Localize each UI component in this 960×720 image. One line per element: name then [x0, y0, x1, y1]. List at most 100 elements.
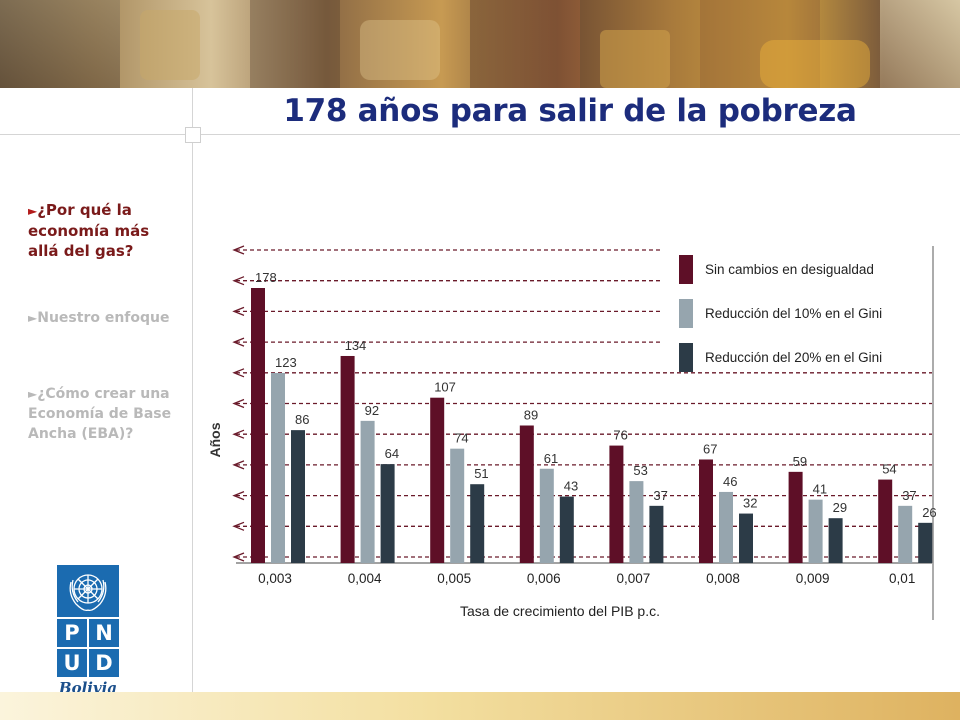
guide-arrow-icon: [232, 398, 245, 409]
logo-letter: D: [89, 649, 119, 677]
un-emblem-icon: [57, 565, 119, 617]
pnud-logo: P N U D Bolivia: [57, 565, 119, 697]
nav-arrow-icon: ►: [28, 204, 38, 218]
bar-value-label: 107: [434, 380, 456, 395]
bar-value-label: 46: [723, 474, 737, 489]
guide-arrow-icon: [232, 460, 245, 470]
bar-value-label: 59: [793, 454, 807, 469]
y-axis-label: Años: [207, 422, 223, 457]
value-labels-group: 178 123 86 134 92 64 107 74 51 89 61 43 76 53 37 67 46 32…: [255, 270, 937, 520]
x-tick-label: 0,003: [258, 571, 292, 586]
nav-item-por-que[interactable]: ►¿Por qué la economía más allá del gas?: [28, 200, 178, 261]
bar-value-label: 86: [295, 412, 309, 427]
sidebar-divider: [192, 88, 193, 692]
bar-value-label: 123: [275, 355, 297, 370]
bar-value-label: 32: [743, 496, 757, 511]
bar-value-label: 61: [544, 451, 558, 466]
x-tick-label: 0,005: [437, 571, 471, 586]
x-tick-label: 0,006: [527, 571, 561, 586]
bar-value-label: 89: [524, 408, 538, 423]
bar: [380, 464, 395, 563]
bar-value-label: 37: [653, 488, 667, 503]
guide-arrow-icon: [232, 552, 245, 562]
nav-item-label: ¿Cómo crear una Economía de Base Ancha (…: [28, 386, 172, 442]
bar: [878, 479, 893, 563]
bar-chart: 178 123 86 134 92 64 107 74 51 89 61 43 76 53 37 67 46 32…: [207, 245, 937, 620]
bar: [699, 459, 713, 563]
bar-value-label: 64: [385, 446, 399, 461]
bar: [360, 420, 375, 563]
legend: Sin cambios en desigualdad Reducción del …: [679, 255, 882, 372]
legend-label: Reducción del 20% en el Gini: [705, 350, 882, 365]
divider-corner-square: [185, 127, 201, 143]
bar-value-label: 67: [703, 441, 717, 456]
bar: [450, 448, 465, 563]
bar: [629, 481, 644, 563]
bar: [470, 484, 485, 563]
guide-arrow-icon: [232, 337, 245, 347]
logo-letter: P: [57, 619, 87, 647]
nav-arrow-icon: ►: [28, 311, 38, 325]
legend-label: Sin cambios en desigualdad: [705, 262, 874, 277]
guide-arrow-icon: [232, 429, 245, 439]
footer-bar: [0, 692, 960, 720]
bar-value-label: 41: [813, 482, 827, 497]
bar: [649, 505, 664, 563]
guide-arrow-icon: [232, 490, 245, 501]
guide-lines: [232, 245, 932, 564]
bar-value-label: 51: [474, 466, 488, 481]
bar: [539, 468, 554, 563]
x-tick-label: 0,004: [348, 571, 382, 586]
legend-swatch: [679, 299, 693, 328]
logo-letter: N: [89, 619, 119, 647]
guide-arrow-icon: [232, 368, 245, 378]
nav-arrow-icon: ►: [28, 387, 38, 401]
x-tick-label: 0,008: [706, 571, 740, 586]
header-banner-image: [0, 0, 960, 88]
nav-item-como-crear-eba[interactable]: ►¿Cómo crear una Economía de Base Ancha …: [28, 384, 178, 444]
bar: [788, 471, 803, 563]
bar: [808, 499, 823, 563]
x-axis-label: Tasa de crecimiento del PIB p.c.: [460, 603, 660, 619]
guide-arrow-icon: [232, 276, 245, 286]
bar: [898, 505, 913, 563]
bar: [739, 513, 753, 563]
bar: [430, 397, 445, 563]
bar: [559, 496, 574, 563]
bar-value-label: 53: [633, 463, 647, 478]
bar-value-label: 76: [613, 428, 627, 443]
legend-swatch: [679, 255, 693, 284]
nav-item-nuestro-enfoque[interactable]: ►Nuestro enfoque: [28, 308, 178, 328]
page-title: 178 años para salir de la pobreza: [283, 93, 857, 129]
bar-value-label: 29: [833, 500, 847, 515]
bar-value-label: 178: [255, 270, 277, 285]
guide-arrow-icon: [232, 245, 245, 255]
bar: [719, 491, 733, 563]
bar-value-label: 74: [454, 431, 468, 446]
legend-swatch: [679, 343, 693, 372]
bar-value-label: 37: [902, 488, 916, 503]
bar: [251, 288, 265, 563]
logo-letter: U: [57, 649, 87, 677]
guide-arrow-icon: [232, 306, 245, 317]
x-tick-labels-group: 0,003 0,004 0,005 0,006 0,007 0,008 0,009 0,01: [258, 571, 915, 586]
bar: [291, 430, 305, 563]
bar: [340, 355, 355, 563]
bar-value-label: 26: [922, 505, 936, 520]
bar-value-label: 92: [365, 403, 379, 418]
bars-group: [251, 288, 933, 563]
nav-item-label: ¿Por qué la economía más allá del gas?: [28, 201, 150, 260]
x-tick-label: 0,009: [796, 571, 830, 586]
bar: [828, 518, 843, 563]
x-tick-label: 0,01: [889, 571, 915, 586]
bar: [519, 425, 534, 563]
guide-arrow-icon: [232, 521, 245, 531]
bar-value-label: 134: [345, 338, 367, 353]
bar-value-label: 54: [882, 462, 896, 477]
x-tick-label: 0,007: [617, 571, 651, 586]
bar: [271, 372, 285, 563]
header-divider: [0, 134, 960, 135]
bar: [609, 445, 624, 563]
legend-label: Reducción del 10% en el Gini: [705, 306, 882, 321]
bar-value-label: 43: [564, 479, 578, 494]
